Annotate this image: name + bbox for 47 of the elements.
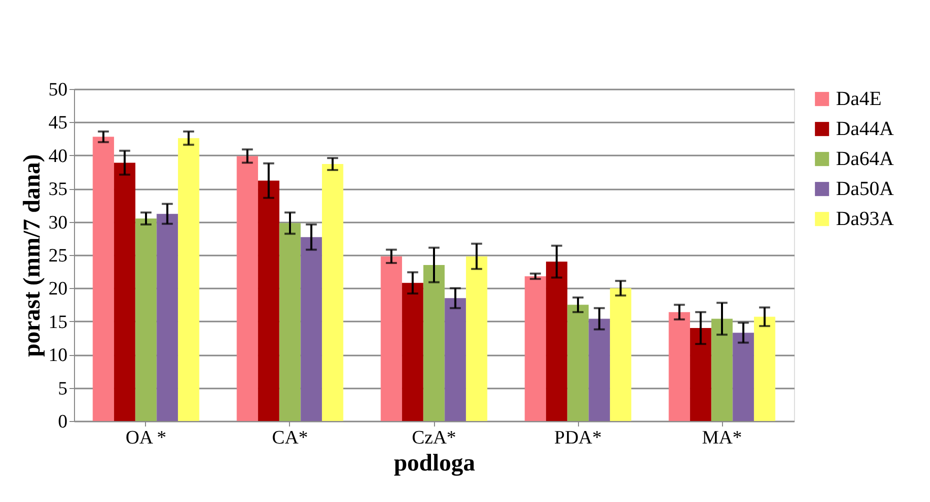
bar	[588, 318, 610, 421]
bar	[300, 237, 322, 421]
bar	[156, 214, 178, 421]
legend-label: Da50A	[836, 178, 894, 200]
bar	[690, 328, 712, 421]
y-tick-label: 25	[48, 246, 68, 266]
bar	[668, 312, 690, 421]
bar	[711, 318, 733, 421]
y-tick-label: 50	[48, 80, 68, 100]
bar	[466, 256, 488, 421]
bar	[546, 262, 568, 421]
bar	[178, 138, 200, 421]
bar	[92, 136, 114, 421]
bar	[236, 156, 258, 421]
y-tick-label: 45	[48, 112, 68, 134]
bar	[135, 218, 157, 421]
bar	[279, 223, 301, 421]
bar	[567, 304, 589, 421]
y-tick-label: 15	[48, 312, 68, 333]
bar	[610, 288, 632, 421]
x-tick-label: PDA*	[554, 428, 602, 448]
y-tick-label: 5	[58, 378, 68, 400]
y-tick-label: 35	[48, 179, 68, 200]
legend-label: Da4E	[836, 88, 882, 110]
bar	[114, 162, 136, 421]
bar	[754, 316, 776, 421]
y-tick-label: 40	[48, 146, 68, 167]
bar	[444, 298, 466, 421]
x-axis-title: podloga	[394, 450, 476, 476]
legend-label: Da44A	[836, 118, 894, 140]
y-tick-label: 0	[58, 412, 68, 432]
bar	[258, 180, 280, 421]
legend-label: Da93A	[836, 208, 894, 230]
bar	[423, 264, 445, 421]
legend-label: Da64A	[836, 148, 894, 170]
y-axis-title: porast (mm/7 dana)	[20, 154, 46, 357]
x-tick-label: CzA*	[412, 428, 456, 448]
bar	[322, 164, 344, 421]
bar	[380, 256, 402, 421]
x-tick-label: MA*	[702, 428, 742, 448]
bar	[402, 282, 424, 421]
y-tick-label: 30	[48, 212, 68, 234]
x-tick-label: CA*	[272, 428, 308, 448]
x-tick-label: OA *	[126, 428, 166, 448]
y-tick-label: 10	[48, 345, 68, 366]
bar	[732, 332, 754, 421]
y-tick-label: 20	[48, 278, 68, 300]
